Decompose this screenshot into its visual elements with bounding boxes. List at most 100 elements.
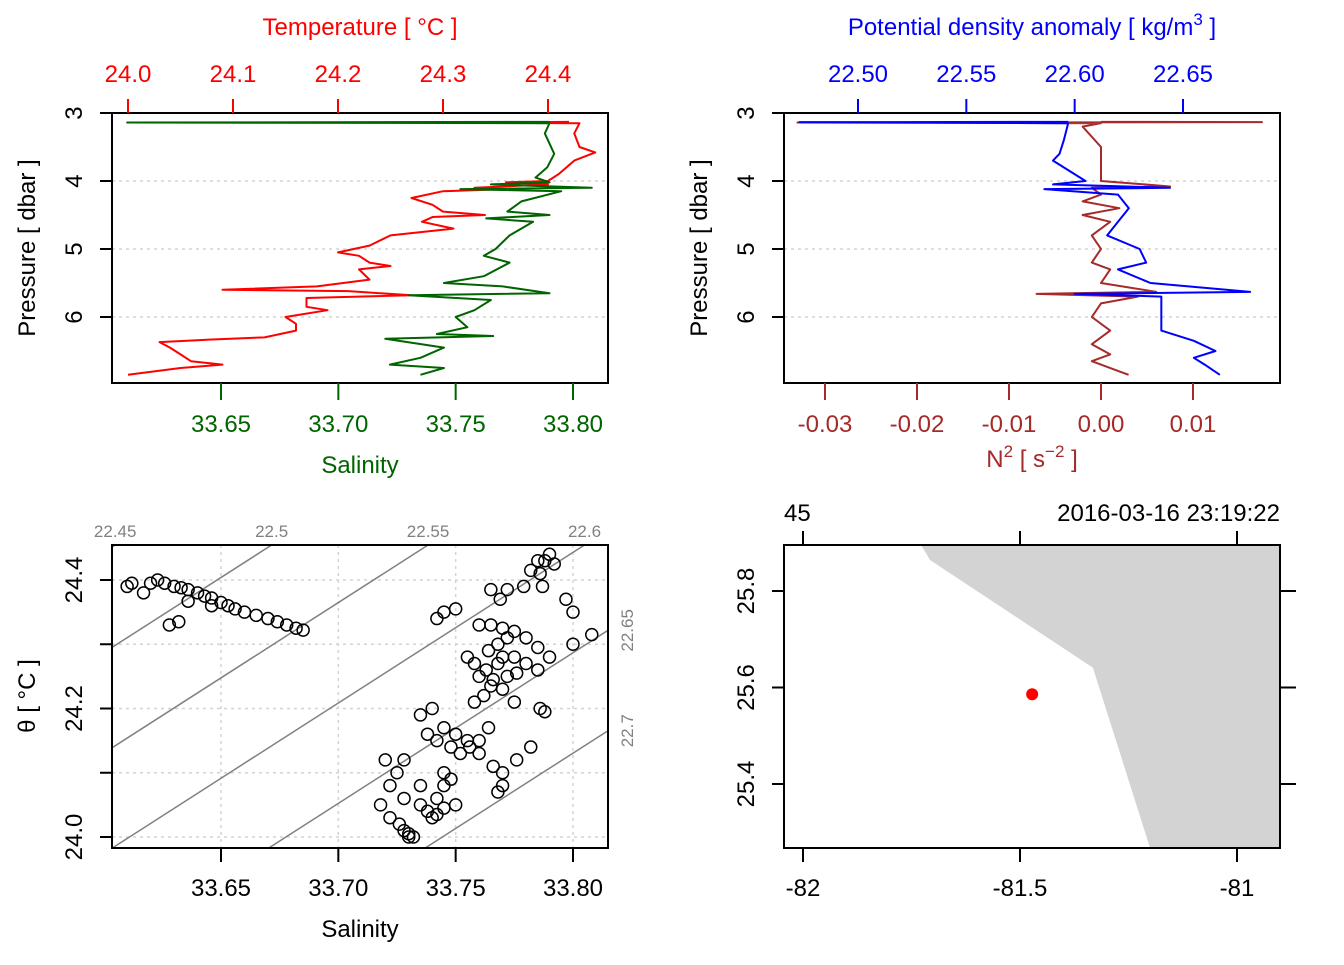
isopycnal-line (268, 629, 608, 848)
ts-point (390, 766, 404, 780)
plot-frame (111, 544, 609, 849)
ts-point (167, 579, 181, 594)
ts-point (486, 759, 500, 774)
n2-profile-line (796, 120, 1263, 376)
ts-point (406, 830, 421, 844)
isopycnal-label: 22.45 (94, 522, 137, 541)
ts-point (472, 746, 486, 761)
pressure-tick-label: 3 (733, 106, 760, 119)
isopycnal-label: 22.65 (618, 609, 637, 652)
ts-point (221, 598, 235, 613)
ts-point (228, 602, 242, 616)
salinity-tick-label: 33.80 (543, 411, 603, 438)
ts-point (509, 753, 524, 767)
coastline-land (921, 545, 1280, 848)
ts-point (460, 650, 475, 664)
ts-point (509, 666, 524, 680)
pressure-axis-title: Pressure [ dbar ] (14, 159, 41, 336)
ts-point (261, 611, 275, 626)
ts-point (585, 627, 599, 642)
theta-tick-label: 24.4 (61, 557, 88, 604)
ts-point (547, 557, 561, 571)
ts-point (453, 746, 468, 761)
density-tick-label: 22.60 (1045, 61, 1105, 88)
temperature-tick-label: 24.2 (315, 61, 362, 88)
latitude-tick-label: 25.4 (733, 761, 760, 808)
ts-point (472, 733, 486, 748)
ts-point (535, 579, 550, 594)
ts-point (289, 621, 303, 635)
n2-title-text: N (986, 446, 1003, 473)
isopycnal-line (424, 729, 608, 848)
ts-point (495, 766, 510, 780)
ts-point (397, 791, 411, 806)
ts-point (524, 563, 538, 578)
ts-point (425, 810, 439, 825)
pressure-axis-title: Pressure [ dbar ] (686, 159, 713, 336)
salinity-tick-label: 33.80 (543, 875, 603, 902)
ts-point (507, 624, 522, 639)
station-marker (1026, 688, 1039, 701)
ts-point (472, 618, 486, 632)
ts-point (150, 573, 165, 587)
temperature-tick-label: 24.0 (105, 61, 152, 88)
density-title-end: ] (1203, 14, 1216, 41)
n2-title-end: ] (1064, 446, 1077, 473)
ts-point (430, 791, 444, 806)
ts-point (448, 727, 463, 741)
ts-point (125, 576, 139, 590)
ts-point (270, 615, 285, 629)
n2-tick-label: -0.02 (890, 411, 945, 438)
ts-point (493, 592, 508, 607)
latitude-tick-label: 25.6 (733, 664, 760, 711)
salinity-tick-label: 33.70 (308, 411, 368, 438)
ts-point (481, 721, 496, 735)
ts-point (437, 605, 451, 619)
ts-point (507, 695, 522, 709)
pressure-tick-label: 6 (733, 310, 760, 323)
density-axis-title: Potential density anomaly [ kg/m3 ] (848, 10, 1216, 41)
ts-point (430, 733, 444, 748)
ts-point (500, 631, 515, 645)
ts-point (190, 586, 205, 600)
ts-point (249, 608, 263, 623)
ts-point (383, 810, 397, 825)
isopycnal-line (112, 545, 429, 749)
ts-point (413, 798, 428, 812)
ts-point (413, 708, 428, 722)
ts-point (296, 623, 310, 637)
ts-point (383, 778, 397, 793)
ts-point (491, 637, 505, 651)
temperature-tick-label: 24.4 (525, 61, 572, 88)
ts-point (172, 615, 186, 629)
ts-point (519, 656, 533, 671)
ts-point (401, 830, 416, 844)
ts-point (467, 656, 482, 671)
isopycnal-label: 22.6 (568, 522, 601, 541)
ts-point (397, 753, 411, 767)
temperature-profile-line (127, 120, 597, 376)
ts-point (495, 778, 510, 793)
salinity-tick-label: 33.65 (191, 411, 251, 438)
ts-point (174, 580, 188, 595)
isopycnal-label: 22.7 (618, 714, 637, 747)
ts-point (484, 618, 498, 632)
temperature-tick-label: 24.1 (210, 61, 257, 88)
ts-point (566, 637, 580, 651)
ts-point (437, 801, 451, 815)
longitude-tick-label: -82 (786, 875, 821, 902)
ts-point (413, 778, 428, 793)
temperature-tick-label: 24.3 (420, 61, 467, 88)
pressure-tick-label: 3 (61, 106, 88, 119)
ts-point (491, 656, 505, 671)
ts-point (462, 740, 477, 754)
ts-point (519, 631, 533, 645)
ts-point (524, 740, 538, 754)
density-tick-label: 22.50 (828, 61, 888, 88)
longitude-tick-label: -81.5 (993, 875, 1048, 902)
ts-point (472, 669, 486, 684)
salinity-tick-label: 33.65 (191, 875, 251, 902)
ts-point (495, 682, 510, 696)
ts-point (566, 605, 580, 619)
ts-point (500, 669, 515, 684)
